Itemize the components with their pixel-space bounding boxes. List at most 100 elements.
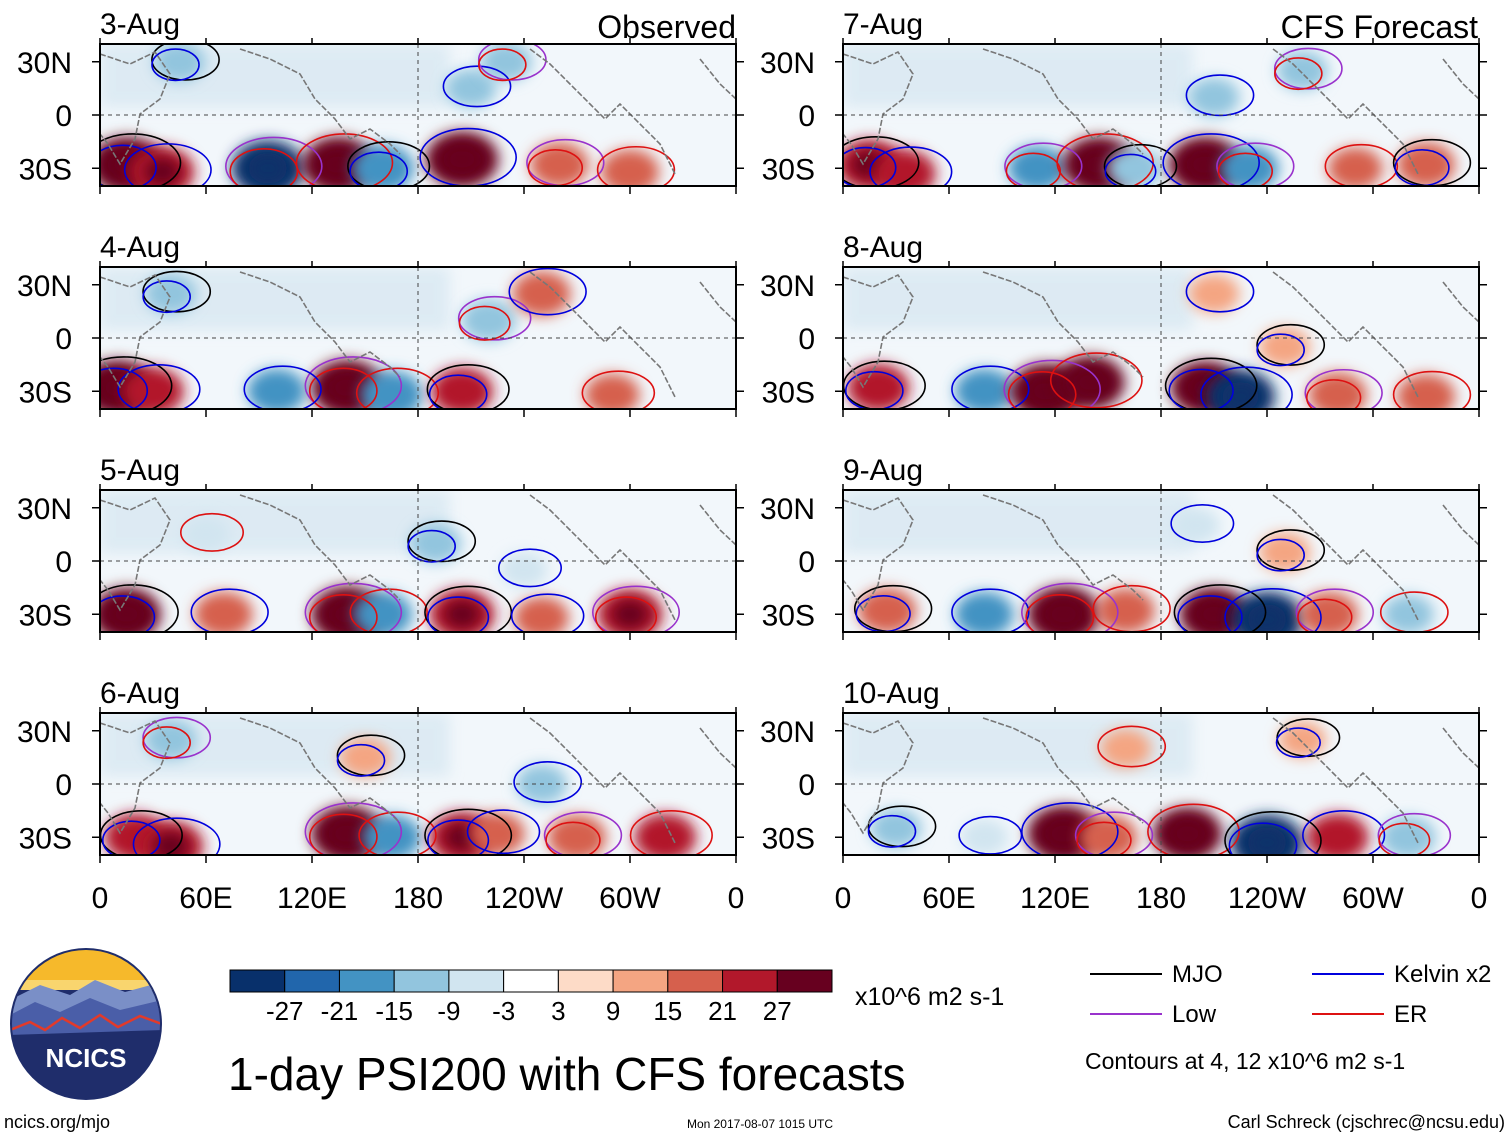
x-tick-label: 60E (922, 882, 975, 915)
colorbar-label: -3 (492, 996, 515, 1026)
colorbar-swatch (229, 969, 286, 993)
observed-blob-1-9 (512, 271, 571, 317)
forecast-blob-3-8 (1278, 721, 1326, 758)
observed-blob-3-10 (145, 720, 197, 760)
observed-blob-2-1 (194, 591, 253, 632)
colorbar-label: -21 (321, 996, 359, 1026)
observed-y-tick: 0 (55, 546, 72, 579)
colorbar-label: 15 (653, 996, 682, 1026)
colorbar-swatch (338, 969, 395, 993)
units-label: x10^6 m2 s-1 (855, 983, 1004, 1011)
colorbar-swatch (284, 969, 340, 993)
colorbar-swatch (503, 969, 559, 993)
colorbar-swatch (448, 969, 505, 993)
observed-y-tick: 30N (17, 493, 72, 526)
observed-y-tick: 30N (17, 716, 72, 749)
observed-y-tick: 0 (55, 769, 72, 802)
x-tick-label: 0 (835, 882, 852, 915)
observed-blob-0-6 (530, 142, 589, 186)
observed-y-tick: 30S (19, 822, 72, 855)
legend-label: MJO (1172, 961, 1223, 988)
observed-blob-0-7 (600, 149, 660, 186)
forecast-blob-0-4 (1107, 147, 1162, 186)
forecast-blob-3-7 (1100, 728, 1152, 769)
observed-blob-3-8 (339, 737, 391, 777)
x-tick-label: 60E (179, 882, 232, 915)
forecast-panel-7-Aug: 7-Aug 30N 0 30S (760, 8, 1487, 194)
observed-y-tick: 30S (19, 376, 72, 409)
legend-label: Low (1172, 1001, 1217, 1028)
forecast-y-tick: 30N (760, 270, 815, 303)
forecast-y-tick: 0 (798, 323, 815, 356)
observed-date-label: 4-Aug (100, 231, 180, 264)
observed-blob-1-8 (145, 274, 197, 314)
forecast-y-tick: 30N (760, 716, 815, 749)
colorbar-label: 9 (606, 996, 620, 1026)
observed-blob-0-4 (351, 144, 414, 186)
x-tick-label: 0 (1471, 882, 1488, 915)
forecast-blob-1-8 (1259, 327, 1311, 367)
observed-date-label: 6-Aug (100, 677, 180, 710)
observed-blob-3-5 (470, 812, 525, 855)
legend-label: Kelvin x2 (1394, 961, 1491, 988)
x-tick-label: 60W (599, 882, 661, 915)
observed-blob-1-4 (431, 367, 494, 409)
observed-panel-4-Aug: 4-Aug 30N 0 30S (17, 231, 744, 417)
forecast-blob-2-1 (955, 591, 1014, 632)
contour-note: Contours at 4, 12 x10^6 m2 s-1 (1085, 1048, 1405, 1074)
forecast-y-tick: 0 (798, 100, 815, 133)
forecast-label: CFS Forecast (1281, 9, 1478, 45)
forecast-blob-1-9 (1188, 274, 1240, 314)
x-tick-label: 180 (1136, 882, 1186, 915)
forecast-y-tick: 0 (798, 546, 815, 579)
forecast-y-tick: 30N (760, 493, 815, 526)
forecast-y-tick: 30S (762, 376, 815, 409)
observed-y-tick: 30S (19, 153, 72, 186)
x-tick-label: 120W (1228, 882, 1307, 915)
forecast-blob-0-2 (1008, 145, 1067, 186)
colorbar-swatch (557, 969, 614, 993)
colorbar-label: 3 (551, 996, 565, 1026)
forecast-blob-2-8 (1259, 532, 1311, 572)
observed-y-tick: 0 (55, 100, 72, 133)
colorbar-label: -15 (375, 996, 413, 1026)
colorbar-label: -27 (266, 996, 304, 1026)
forecast-date-label: 8-Aug (843, 231, 923, 264)
forecast-blob-0-8 (1396, 142, 1456, 186)
x-tick-label: 60W (1342, 882, 1404, 915)
x-tick-label: 0 (92, 882, 109, 915)
observed-blob-2-8 (410, 523, 462, 563)
observed-y-tick: 30S (19, 599, 72, 632)
logo-text: NCICS (46, 1043, 127, 1073)
observed-blob-0-8 (154, 44, 205, 82)
forecast-y-tick: 30S (762, 822, 815, 855)
footer-credit: Carl Schreck (cjschrec@ncsu.edu) (1228, 1112, 1505, 1132)
forecast-y-tick: 30S (762, 153, 815, 186)
forecast-panel-10-Aug: 10-Aug 30N 0 30S (760, 677, 1487, 863)
observed-date-label: 5-Aug (100, 454, 180, 487)
ncics-logo: NCICS (10, 948, 162, 1100)
colorbar-label: -9 (437, 996, 460, 1026)
legend: MJO Kelvin x2 Low ER (1090, 961, 1491, 1028)
forecast-blob-3-0 (870, 808, 922, 848)
observed-blob-1-6 (461, 299, 516, 342)
x-axis-left: 0 60E 120E 180 120W 60W 0 (92, 882, 745, 915)
observed-blob-3-7 (634, 813, 697, 855)
footer-url: ncics.org/mjo (4, 1112, 110, 1132)
forecast-blob-0-7 (1328, 147, 1383, 186)
forecast-y-tick: 30N (760, 47, 815, 80)
observed-blob-1-1 (122, 367, 184, 409)
panels: 3-Aug30N030S4-Aug30N030S5-Aug30N030S6-Au… (17, 8, 1487, 863)
forecast-blob-2-9 (1172, 507, 1220, 544)
forecast-y-tick: 30S (762, 599, 815, 632)
forecast-blob-3-5 (1306, 813, 1369, 855)
observed-blob-3-6 (547, 814, 607, 855)
forecast-panel-8-Aug: 8-Aug 30N 0 30S (760, 231, 1487, 417)
x-tick-label: 120E (1020, 882, 1090, 915)
observed-y-tick: 30N (17, 47, 72, 80)
x-tick-label: 120E (277, 882, 347, 915)
colorbar-swatch (667, 969, 724, 993)
forecast-date-label: 9-Aug (843, 454, 923, 487)
colorbar-swatch (722, 969, 778, 993)
